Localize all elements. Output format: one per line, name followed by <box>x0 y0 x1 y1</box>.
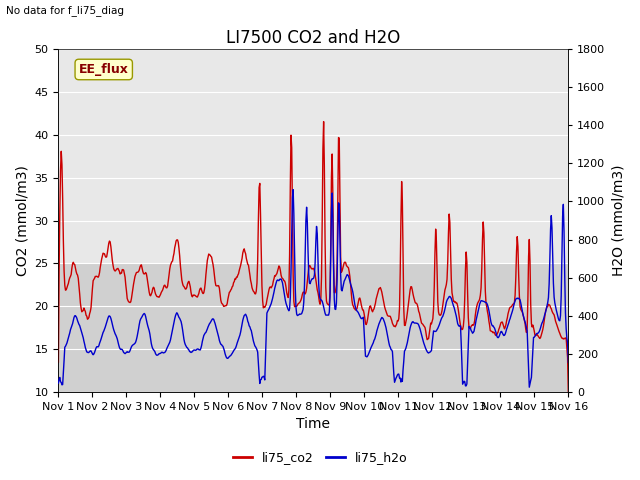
Y-axis label: CO2 (mmol/m3): CO2 (mmol/m3) <box>15 165 29 276</box>
Text: No data for f_li75_diag: No data for f_li75_diag <box>6 5 124 16</box>
Y-axis label: H2O (mmol/m3): H2O (mmol/m3) <box>611 165 625 276</box>
X-axis label: Time: Time <box>296 418 330 432</box>
Title: LI7500 CO2 and H2O: LI7500 CO2 and H2O <box>226 29 401 48</box>
Legend: li75_co2, li75_h2o: li75_co2, li75_h2o <box>228 446 412 469</box>
Text: EE_flux: EE_flux <box>79 63 129 76</box>
Bar <box>58 49 568 264</box>
